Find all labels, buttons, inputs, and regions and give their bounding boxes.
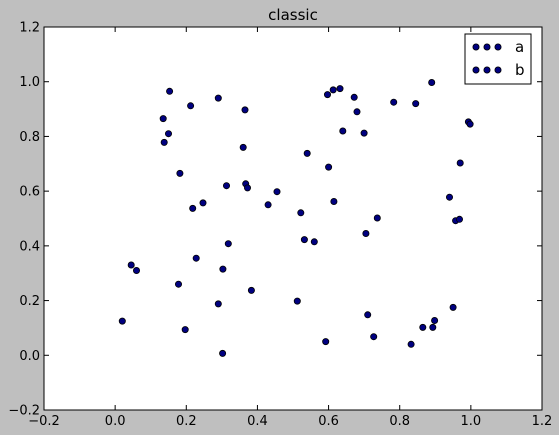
data-point-a: [215, 95, 221, 101]
y-tick-label: 0.4: [19, 239, 40, 254]
data-point-b: [456, 216, 462, 222]
data-point-b: [301, 237, 307, 243]
data-point-b: [311, 239, 317, 245]
data-point-a: [248, 287, 254, 293]
legend-marker-a: [473, 44, 479, 50]
data-point-b: [294, 298, 300, 304]
data-point-a: [167, 88, 173, 94]
data-point-a: [182, 327, 188, 333]
data-point-a: [220, 266, 226, 272]
y-tick-label: 1.0: [19, 75, 40, 90]
data-point-b: [354, 109, 360, 115]
data-point-b: [337, 86, 343, 92]
y-tick-label: 0.6: [19, 185, 40, 200]
data-point-a: [177, 170, 183, 176]
data-point-b: [450, 304, 456, 310]
data-point-a: [244, 185, 250, 191]
legend-label-b: b: [515, 61, 525, 79]
legend-label-a: a: [515, 38, 524, 56]
data-point-a: [220, 350, 226, 356]
data-point-a: [193, 255, 199, 261]
legend-marker-b: [473, 67, 479, 73]
data-point-b: [265, 202, 271, 208]
data-point-b: [351, 94, 357, 100]
data-point-b: [304, 150, 310, 156]
data-point-b: [298, 210, 304, 216]
data-point-b: [340, 128, 346, 134]
data-point-a: [223, 183, 229, 189]
data-point-a: [225, 241, 231, 247]
y-tick-label: −0.2: [8, 404, 40, 419]
data-point-a: [242, 107, 248, 113]
data-point-b: [467, 121, 473, 127]
data-point-a: [161, 139, 167, 145]
data-point-b: [323, 339, 329, 345]
data-point-b: [363, 230, 369, 236]
data-point-a: [200, 200, 206, 206]
data-point-b: [371, 334, 377, 340]
data-point-b: [391, 99, 397, 105]
data-point-a: [165, 131, 171, 137]
data-point-b: [429, 79, 435, 85]
y-tick-label: 0.8: [19, 130, 40, 145]
legend-marker-a: [495, 44, 501, 50]
legend-marker-b: [495, 67, 501, 73]
data-point-a: [119, 318, 125, 324]
data-point-b: [432, 317, 438, 323]
x-tick-label: 0.6: [318, 414, 339, 429]
x-tick-label: 0.0: [105, 414, 126, 429]
x-tick-label: 1.0: [461, 414, 482, 429]
x-tick-label: 1.2: [532, 414, 553, 429]
data-point-b: [274, 189, 280, 195]
data-point-b: [420, 324, 426, 330]
chart-title: classic: [268, 6, 318, 24]
data-point-b: [408, 341, 414, 347]
data-point-b: [326, 164, 332, 170]
data-point-a: [175, 281, 181, 287]
data-point-b: [331, 198, 337, 204]
data-point-b: [430, 324, 436, 330]
data-point-a: [133, 267, 139, 273]
legend-marker-a: [484, 44, 490, 50]
y-tick-label: 0.0: [19, 349, 40, 364]
data-point-b: [361, 130, 367, 136]
data-point-a: [128, 262, 134, 268]
data-point-b: [330, 87, 336, 93]
legend-marker-b: [484, 67, 490, 73]
data-point-b: [365, 312, 371, 318]
data-point-a: [160, 116, 166, 122]
y-tick-label: 0.2: [19, 294, 40, 309]
data-point-a: [188, 103, 194, 109]
data-point-b: [374, 215, 380, 221]
legend: ab: [465, 34, 531, 84]
data-point-b: [457, 160, 463, 166]
data-point-a: [215, 301, 221, 307]
data-point-a: [240, 144, 246, 150]
data-point-b: [324, 92, 330, 98]
data-point-a: [190, 205, 196, 211]
x-tick-label: 0.4: [247, 414, 268, 429]
x-tick-label: 0.2: [176, 414, 197, 429]
y-tick-label: 1.2: [19, 21, 40, 36]
x-tick-label: 0.8: [389, 414, 410, 429]
data-point-b: [413, 101, 419, 107]
data-point-b: [446, 194, 452, 200]
